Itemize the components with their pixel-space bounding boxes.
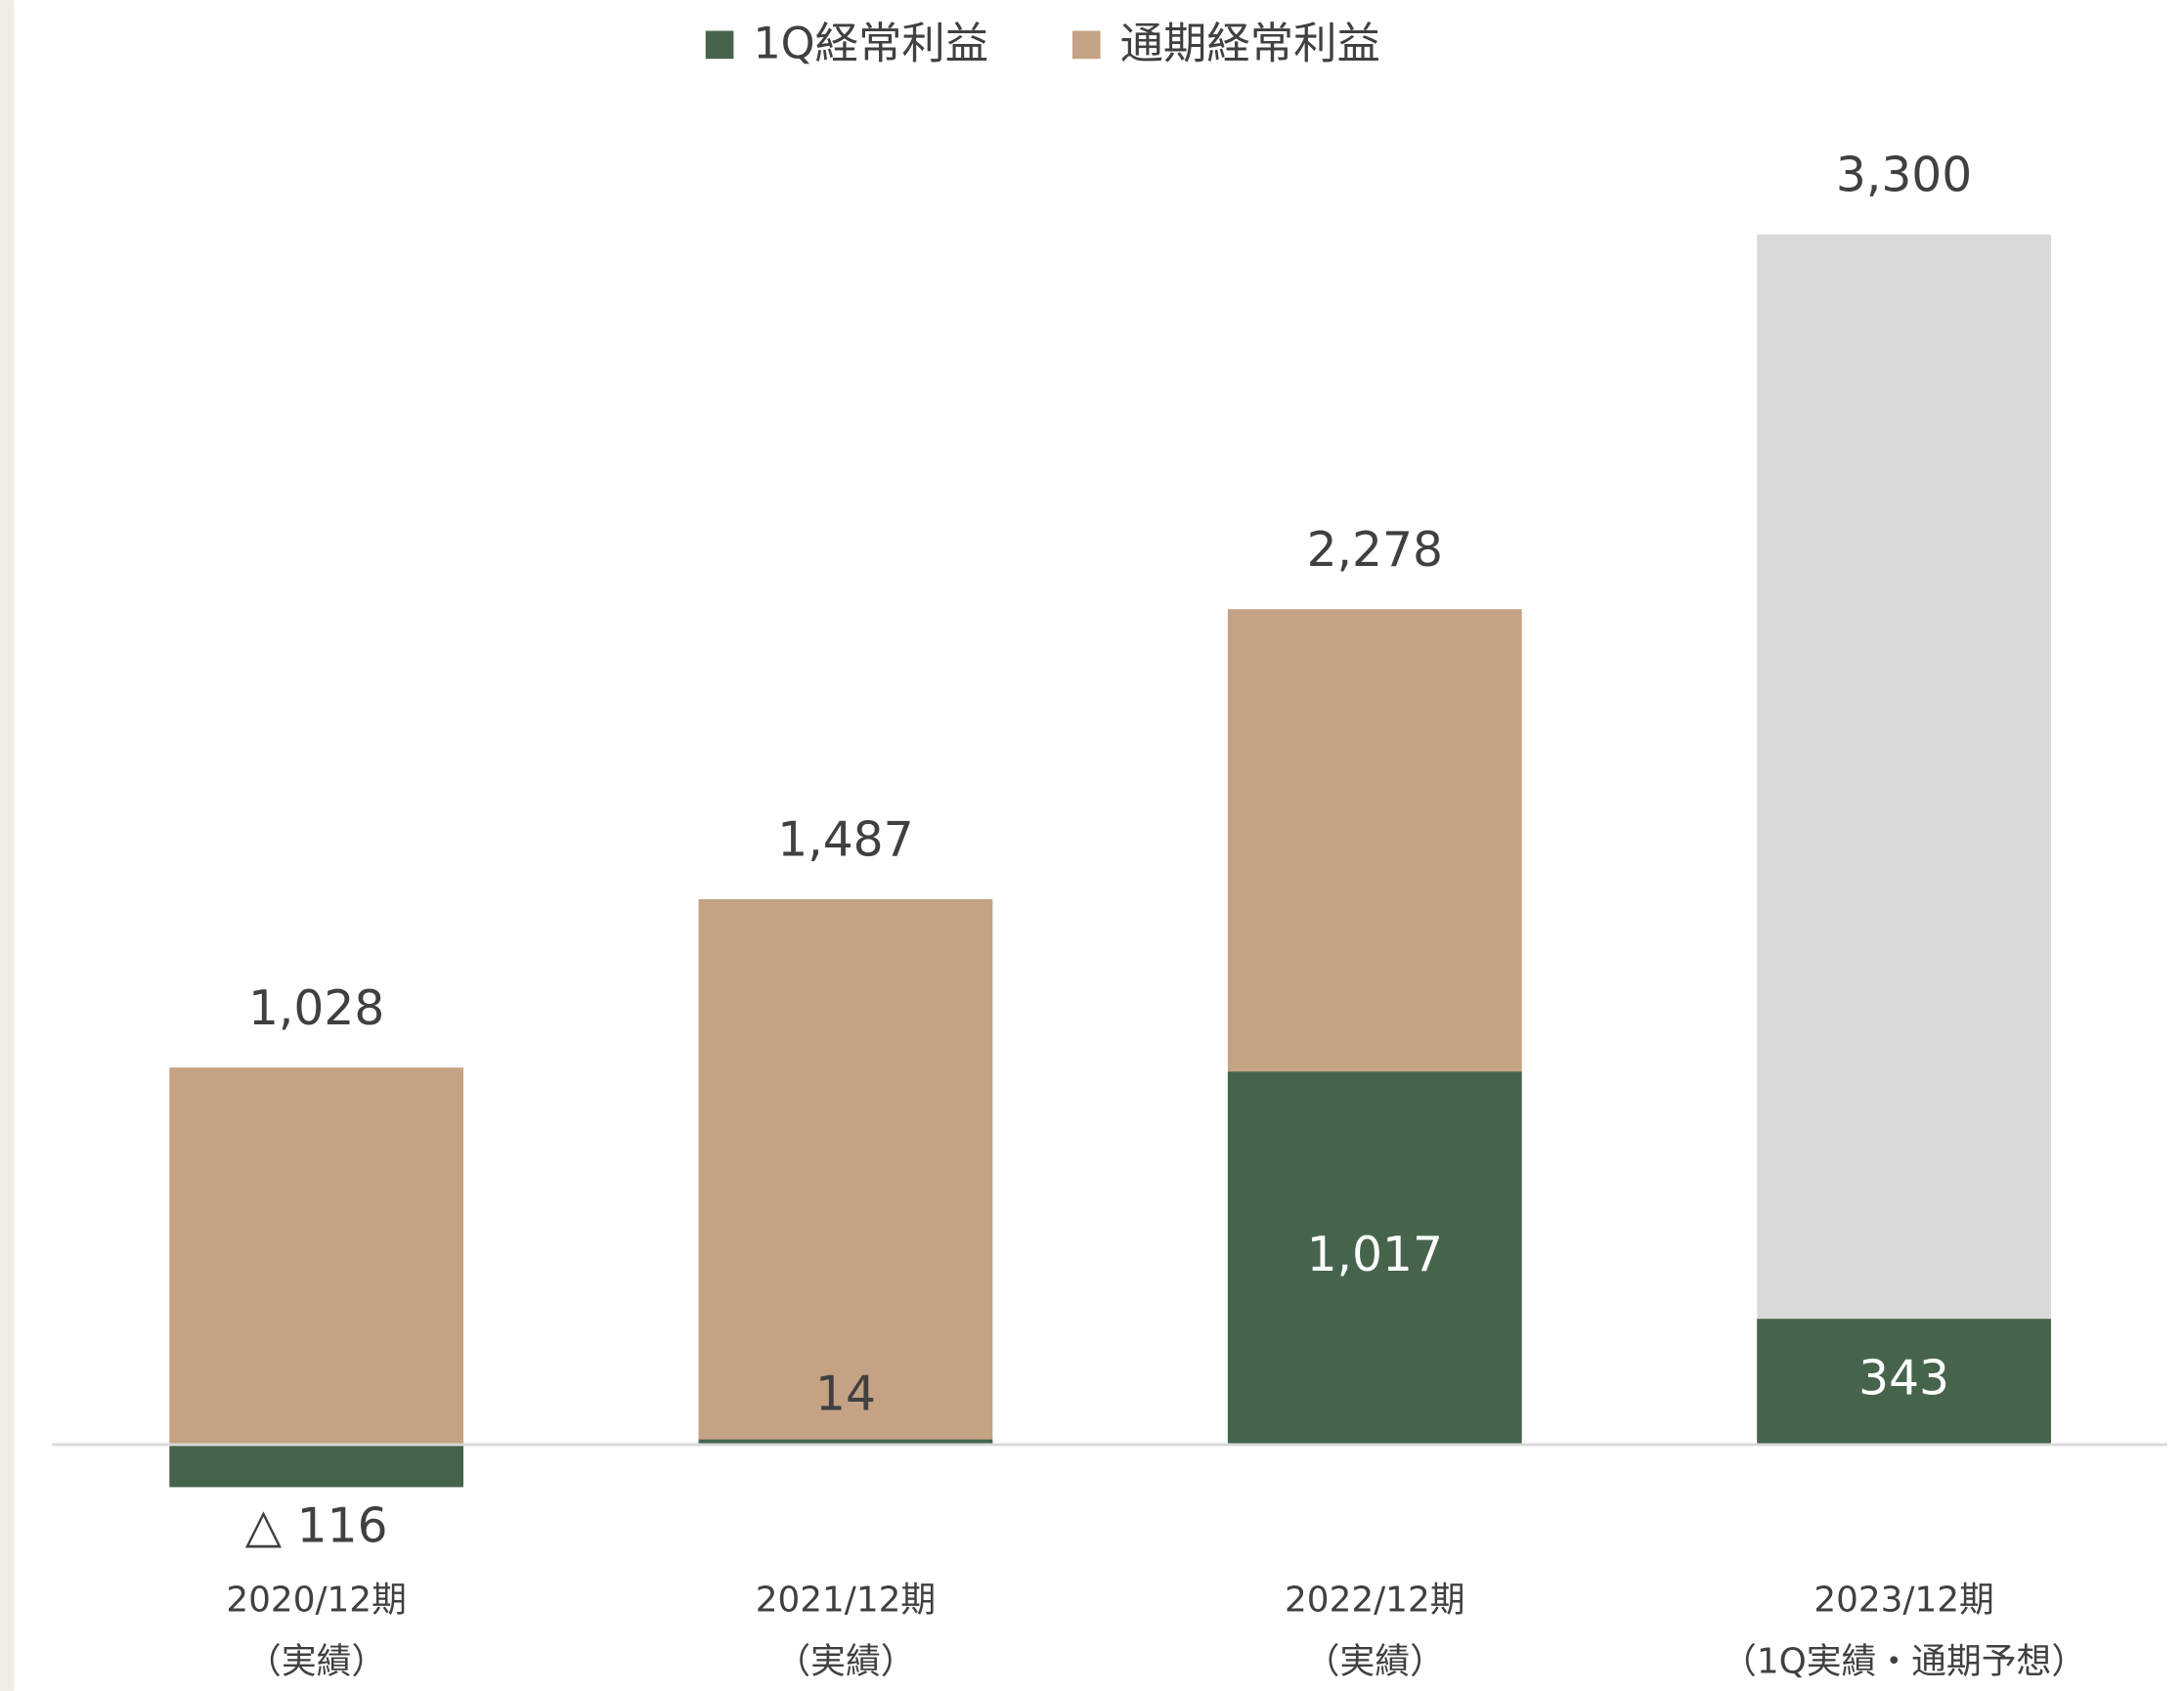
bar — [169, 1067, 464, 1445]
legend-label: 1Q経常利益 — [753, 19, 988, 68]
x-tick-label: （実績） — [775, 1641, 915, 1681]
x-tick-label: 2022/12期 — [1285, 1580, 1465, 1620]
x-tick-label: （実績） — [246, 1641, 386, 1681]
legend-swatch — [705, 30, 734, 60]
x-tick-label: 2023/12期 — [1813, 1580, 1994, 1620]
bar — [169, 1444, 464, 1488]
data-label: 1,487 — [777, 813, 913, 868]
x-tick-label: 2021/12期 — [756, 1580, 937, 1620]
data-label: 1,017 — [1307, 1228, 1443, 1282]
bar — [1757, 234, 2051, 1445]
data-label: 1,028 — [248, 981, 384, 1036]
side-strip — [0, 0, 15, 1691]
bar — [1227, 1071, 1522, 1445]
bar — [698, 1439, 993, 1445]
x-tick-label: 2020/12期 — [226, 1580, 407, 1620]
data-label: 14 — [815, 1367, 876, 1422]
data-label: 2,278 — [1307, 523, 1443, 578]
legend-swatch — [1071, 30, 1101, 60]
legend-label: 通期経常利益 — [1120, 19, 1380, 68]
data-label: 3,300 — [1836, 148, 1972, 202]
x-tick-label: （実績） — [1305, 1641, 1445, 1681]
x-tick-label: （1Q実績・通期予想） — [1722, 1641, 2086, 1681]
bar — [1757, 1319, 2051, 1445]
data-label: 343 — [1858, 1352, 1949, 1407]
bar — [698, 898, 993, 1445]
data-label: △ 116 — [245, 1498, 388, 1553]
